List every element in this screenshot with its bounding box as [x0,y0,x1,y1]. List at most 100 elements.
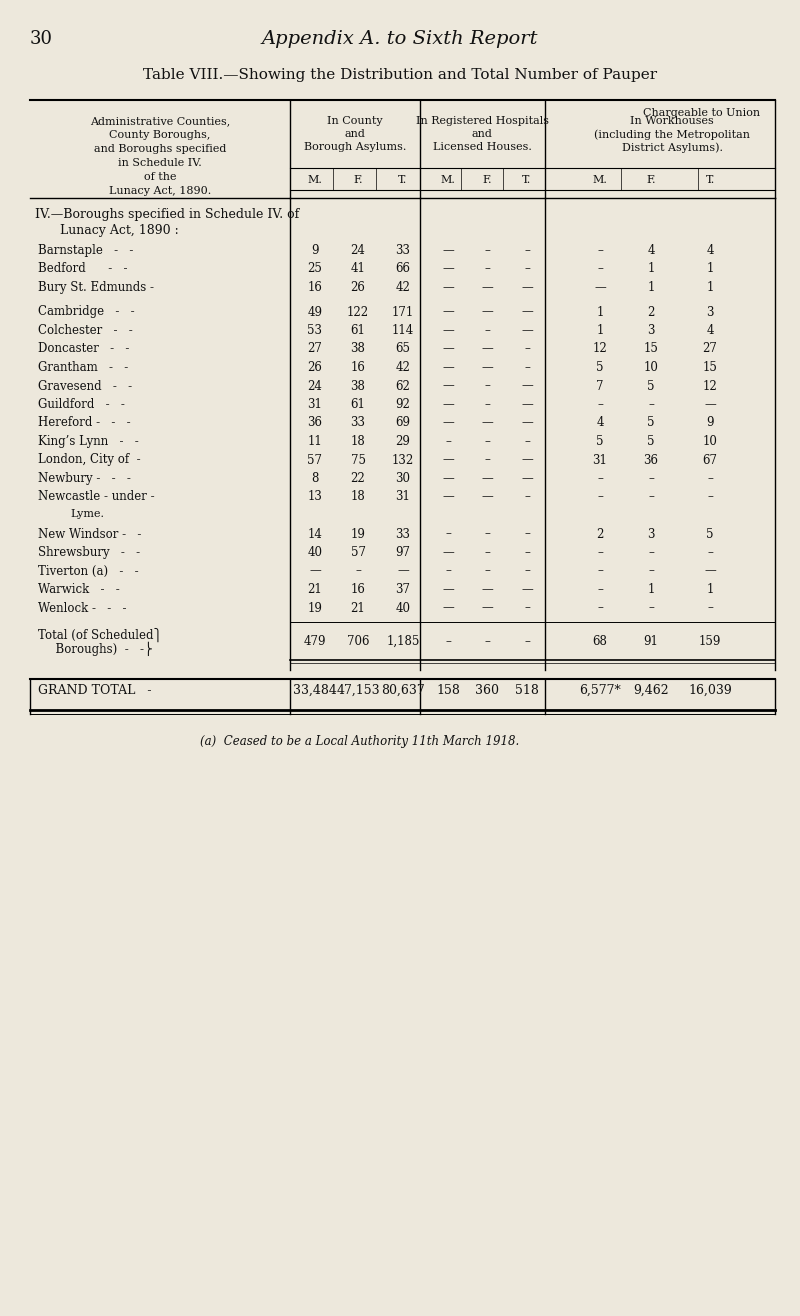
Text: —: — [521,583,533,596]
Text: –: – [484,565,490,578]
Text: —: — [442,397,454,411]
Text: –: – [597,546,603,559]
Text: Licensed Houses.: Licensed Houses. [433,142,531,153]
Text: 1,185: 1,185 [386,636,420,647]
Text: 40: 40 [307,546,322,559]
Text: —: — [442,416,454,429]
Text: and Boroughs specified: and Boroughs specified [94,143,226,154]
Text: 24: 24 [350,243,366,257]
Text: 38: 38 [350,379,366,392]
Text: 9: 9 [311,243,318,257]
Text: –: – [707,601,713,615]
Text: –: – [524,636,530,647]
Text: 21: 21 [308,583,322,596]
Text: 53: 53 [307,324,322,337]
Text: Wenlock -   -   -: Wenlock - - - [38,601,126,615]
Text: 158: 158 [436,684,460,697]
Text: 29: 29 [395,436,410,447]
Text: 66: 66 [395,262,410,275]
Text: 1: 1 [647,262,654,275]
Text: –: – [524,546,530,559]
Text: 2: 2 [596,528,604,541]
Text: —: — [481,583,493,596]
Text: —: — [442,491,454,504]
Text: –: – [707,491,713,504]
Text: –: – [484,262,490,275]
Text: 15: 15 [702,361,718,374]
Text: 18: 18 [350,436,366,447]
Text: 30: 30 [395,472,410,486]
Text: 6,577*: 6,577* [579,684,621,697]
Text: Borough Asylums.: Borough Asylums. [304,142,406,153]
Text: 9: 9 [706,416,714,429]
Text: –: – [648,491,654,504]
Text: —: — [481,305,493,318]
Text: —: — [481,416,493,429]
Text: 10: 10 [702,436,718,447]
Text: 91: 91 [643,636,658,647]
Text: In Workhouses: In Workhouses [630,116,714,126]
Text: Gravesend   -   -: Gravesend - - [38,379,132,392]
Text: 40: 40 [395,601,410,615]
Text: —: — [481,361,493,374]
Text: 5: 5 [706,528,714,541]
Text: —: — [442,305,454,318]
Text: 19: 19 [350,528,366,541]
Text: 24: 24 [307,379,322,392]
Text: of the: of the [144,172,176,182]
Text: 92: 92 [395,397,410,411]
Text: –: – [524,491,530,504]
Text: –: – [648,472,654,486]
Text: 18: 18 [350,491,366,504]
Text: 171: 171 [392,305,414,318]
Text: –: – [597,262,603,275]
Text: (a)  Ceased to be a Local Authority 11th March 1918.: (a) Ceased to be a Local Authority 11th … [200,736,519,747]
Text: Colchester   -   -: Colchester - - [38,324,133,337]
Text: 159: 159 [699,636,721,647]
Text: 68: 68 [593,636,607,647]
Text: —: — [481,491,493,504]
Text: 1: 1 [647,583,654,596]
Text: —: — [704,397,716,411]
Text: –: – [484,324,490,337]
Text: –: – [524,262,530,275]
Text: 4: 4 [706,324,714,337]
Text: –: – [355,565,361,578]
Text: 75: 75 [350,454,366,466]
Text: 33,484: 33,484 [293,684,337,697]
Text: 38: 38 [350,342,366,355]
Text: 122: 122 [347,305,369,318]
Text: –: – [484,243,490,257]
Text: —: — [442,324,454,337]
Text: In County: In County [327,116,383,126]
Text: Barnstaple   -   -: Barnstaple - - [38,243,134,257]
Text: 69: 69 [395,416,410,429]
Text: –: – [484,454,490,466]
Text: (including the Metropolitan: (including the Metropolitan [594,129,750,139]
Text: 37: 37 [395,583,410,596]
Text: 80,637: 80,637 [381,684,425,697]
Text: County Boroughs,: County Boroughs, [110,130,210,139]
Text: 14: 14 [307,528,322,541]
Text: —: — [521,472,533,486]
Text: 16,039: 16,039 [688,684,732,697]
Text: 1: 1 [706,262,714,275]
Text: –: – [648,397,654,411]
Text: 61: 61 [350,397,366,411]
Text: M.: M. [441,175,455,186]
Text: Hereford -   -   -: Hereford - - - [38,416,130,429]
Text: 27: 27 [702,342,718,355]
Text: 2: 2 [647,305,654,318]
Text: 31: 31 [307,397,322,411]
Text: –: – [524,601,530,615]
Text: –: – [445,436,451,447]
Text: 36: 36 [307,416,322,429]
Text: –: – [484,379,490,392]
Text: Boroughs)  -   -⎬: Boroughs) - -⎬ [48,642,153,657]
Text: –: – [707,472,713,486]
Text: –: – [484,636,490,647]
Text: 16: 16 [350,361,366,374]
Text: 10: 10 [643,361,658,374]
Text: Tiverton (a)   -   -: Tiverton (a) - - [38,565,138,578]
Text: 31: 31 [395,491,410,504]
